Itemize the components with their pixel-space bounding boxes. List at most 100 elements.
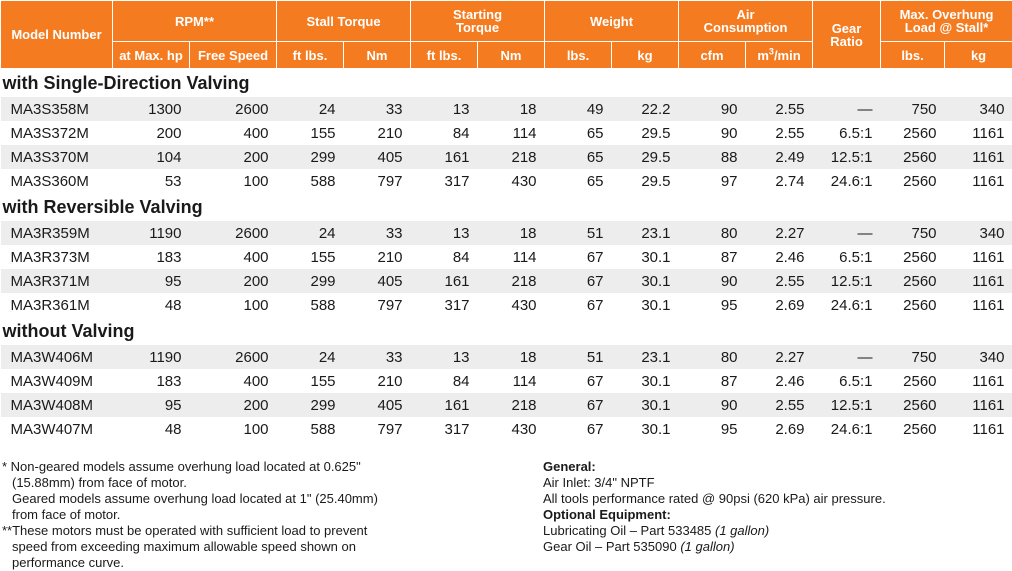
cell-air-m3min: 2.55: [746, 121, 813, 145]
cell-overhung-kg: 340: [945, 97, 1012, 121]
cell-rpm-free-speed: 100: [190, 169, 277, 193]
cell-weight-kg: 30.1: [612, 369, 679, 393]
cell-rpm-free-speed: 200: [190, 269, 277, 293]
footnotes: * Non-geared models assume overhung load…: [2, 459, 522, 571]
header-rpm: RPM**: [113, 1, 277, 42]
footnote-line: (15.88mm) from face of motor.: [2, 475, 522, 491]
cell-air-m3min: 2.27: [746, 221, 813, 245]
gear-oil: Gear Oil – Part 535090 (1 gallon): [543, 539, 1003, 555]
cell-model: MA3W407M: [1, 417, 113, 441]
cell-weight-lbs: 67: [545, 293, 612, 317]
cell-start-nm: 218: [478, 393, 545, 417]
cell-stall-ftlbs: 24: [277, 221, 344, 245]
cell-stall-nm: 210: [344, 121, 411, 145]
cell-overhung-kg: 1161: [945, 269, 1012, 293]
cell-weight-kg: 22.2: [612, 97, 679, 121]
cell-stall-nm: 797: [344, 417, 411, 441]
section-header: with Single-Direction Valving: [1, 69, 1012, 98]
cell-rpm-max-hp: 183: [113, 369, 190, 393]
cell-rpm-free-speed: 400: [190, 121, 277, 145]
cell-overhung-kg: 1161: [945, 393, 1012, 417]
cell-overhung-lbs: 2560: [881, 169, 945, 193]
cell-overhung-lbs: 2560: [881, 417, 945, 441]
cell-rpm-max-hp: 95: [113, 393, 190, 417]
cell-gear-ratio: —: [813, 97, 881, 121]
general-title: General:: [543, 459, 1003, 475]
air-inlet: Air Inlet: 3/4" NPTF: [543, 475, 1003, 491]
cell-model: MA3S358M: [1, 97, 113, 121]
cell-start-ftlbs: 84: [411, 121, 478, 145]
header-stall-torque: Stall Torque: [277, 1, 411, 42]
cell-weight-lbs: 65: [545, 121, 612, 145]
spec-table: Model Number RPM** Stall Torque Starting…: [0, 0, 1012, 441]
cell-weight-kg: 30.1: [612, 245, 679, 269]
section-header: with Reversible Valving: [1, 193, 1012, 221]
cell-start-nm: 430: [478, 293, 545, 317]
cell-air-cfm: 95: [679, 293, 746, 317]
cell-overhung-lbs: 2560: [881, 393, 945, 417]
cell-start-nm: 18: [478, 97, 545, 121]
cell-stall-ftlbs: 299: [277, 393, 344, 417]
cell-air-m3min: 2.46: [746, 245, 813, 269]
cell-overhung-kg: 1161: [945, 417, 1012, 441]
cell-start-ftlbs: 84: [411, 245, 478, 269]
cell-overhung-lbs: 750: [881, 97, 945, 121]
cell-gear-ratio: —: [813, 221, 881, 245]
cell-air-m3min: 2.46: [746, 369, 813, 393]
section-header: without Valving: [1, 317, 1012, 345]
cell-overhung-lbs: 750: [881, 221, 945, 245]
cell-gear-ratio: 24.6:1: [813, 293, 881, 317]
cell-stall-ftlbs: 299: [277, 269, 344, 293]
cell-stall-nm: 797: [344, 293, 411, 317]
cell-overhung-kg: 1161: [945, 245, 1012, 269]
lubricating-oil: Lubricating Oil – Part 533485 (1 gallon): [543, 523, 1003, 539]
general-info: General: Air Inlet: 3/4" NPTF All tools …: [543, 459, 1003, 555]
footnote-line: **These motors must be operated with suf…: [2, 523, 522, 539]
section-title: with Single-Direction Valving: [1, 69, 1012, 98]
cell-weight-lbs: 65: [545, 169, 612, 193]
cell-start-ftlbs: 161: [411, 393, 478, 417]
cell-weight-lbs: 67: [545, 369, 612, 393]
cell-weight-lbs: 67: [545, 417, 612, 441]
cell-stall-nm: 405: [344, 269, 411, 293]
cell-start-nm: 114: [478, 121, 545, 145]
cell-air-cfm: 80: [679, 345, 746, 369]
cell-start-ftlbs: 13: [411, 221, 478, 245]
section-title: without Valving: [1, 317, 1012, 345]
cell-rpm-free-speed: 200: [190, 145, 277, 169]
cell-overhung-kg: 340: [945, 345, 1012, 369]
cell-start-nm: 18: [478, 345, 545, 369]
cell-stall-ftlbs: 588: [277, 169, 344, 193]
header-stall-nm: Nm: [344, 42, 411, 69]
cell-rpm-max-hp: 200: [113, 121, 190, 145]
cell-start-ftlbs: 317: [411, 293, 478, 317]
cell-model: MA3R361M: [1, 293, 113, 317]
cell-air-cfm: 90: [679, 121, 746, 145]
cell-air-cfm: 80: [679, 221, 746, 245]
header-air-m3min: m3/min: [746, 42, 813, 69]
cell-rpm-free-speed: 200: [190, 393, 277, 417]
cell-air-cfm: 90: [679, 269, 746, 293]
header-starting-torque: Starting Torque: [411, 1, 545, 42]
header-start-ftlbs: ft lbs.: [411, 42, 478, 69]
cell-start-ftlbs: 161: [411, 269, 478, 293]
cell-stall-ftlbs: 155: [277, 245, 344, 269]
cell-weight-kg: 29.5: [612, 145, 679, 169]
cell-overhung-lbs: 750: [881, 345, 945, 369]
footnote-line: performance curve.: [2, 555, 522, 571]
cell-air-m3min: 2.69: [746, 293, 813, 317]
cell-model: MA3R371M: [1, 269, 113, 293]
cell-rpm-max-hp: 1190: [113, 221, 190, 245]
section-title: with Reversible Valving: [1, 193, 1012, 221]
cell-gear-ratio: 24.6:1: [813, 417, 881, 441]
cell-model: MA3R359M: [1, 221, 113, 245]
cell-overhung-lbs: 2560: [881, 293, 945, 317]
cell-start-ftlbs: 161: [411, 145, 478, 169]
cell-air-cfm: 87: [679, 245, 746, 269]
